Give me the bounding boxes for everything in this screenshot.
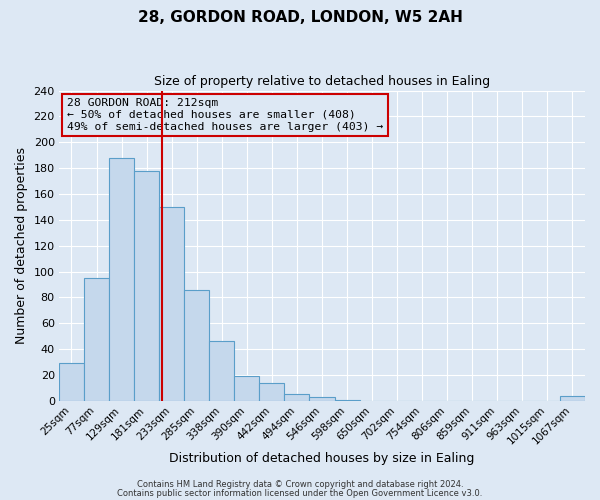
Text: Contains HM Land Registry data © Crown copyright and database right 2024.: Contains HM Land Registry data © Crown c…	[137, 480, 463, 489]
Bar	[235, 376, 259, 401]
Bar	[335, 400, 359, 401]
Bar	[59, 364, 84, 401]
Bar	[84, 278, 109, 401]
Bar	[284, 394, 310, 401]
Bar	[159, 207, 184, 401]
Title: Size of property relative to detached houses in Ealing: Size of property relative to detached ho…	[154, 75, 490, 88]
Text: 28, GORDON ROAD, LONDON, W5 2AH: 28, GORDON ROAD, LONDON, W5 2AH	[137, 10, 463, 25]
Bar	[259, 382, 284, 401]
Y-axis label: Number of detached properties: Number of detached properties	[15, 147, 28, 344]
X-axis label: Distribution of detached houses by size in Ealing: Distribution of detached houses by size …	[169, 452, 475, 465]
Bar	[310, 397, 335, 401]
Bar	[560, 396, 585, 401]
Text: 28 GORDON ROAD: 212sqm
← 50% of detached houses are smaller (408)
49% of semi-de: 28 GORDON ROAD: 212sqm ← 50% of detached…	[67, 98, 383, 132]
Bar	[109, 158, 134, 401]
Bar	[184, 290, 209, 401]
Bar	[134, 170, 159, 401]
Text: Contains public sector information licensed under the Open Government Licence v3: Contains public sector information licen…	[118, 490, 482, 498]
Bar	[209, 342, 235, 401]
